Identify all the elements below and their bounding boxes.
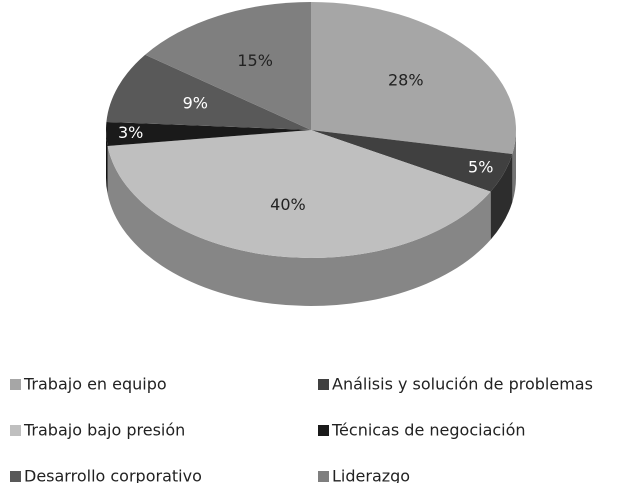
legend-label: Análisis y solución de problemas — [332, 375, 593, 394]
pie-slice-side — [107, 146, 491, 306]
pie-slice-side — [490, 153, 513, 240]
pie-slice-side — [106, 130, 108, 195]
legend-swatch — [318, 425, 329, 436]
data-label: 3% — [118, 123, 143, 142]
legend-swatch — [10, 471, 21, 482]
legend-swatch — [318, 471, 329, 482]
pie-slice — [107, 130, 491, 258]
pie-slice — [106, 54, 312, 130]
pie-slice — [311, 2, 516, 154]
data-label: 40% — [270, 195, 306, 214]
legend-label: Trabajo bajo presión — [23, 421, 185, 440]
pie-slice-side — [512, 130, 516, 202]
legend-swatch — [10, 425, 21, 436]
data-label: 15% — [237, 51, 273, 70]
legend-label: Liderazgo — [332, 467, 410, 483]
data-label: 5% — [468, 158, 493, 177]
legend-swatch — [318, 379, 329, 390]
pie-slice — [311, 130, 513, 192]
pie-slice — [106, 121, 311, 147]
legend-label: Técnicas de negociación — [331, 421, 526, 440]
legend-label: Trabajo en equipo — [23, 375, 167, 394]
data-label: 28% — [388, 71, 424, 90]
legend-label: Desarrollo corporativo — [24, 467, 202, 483]
pie-slice — [145, 2, 311, 130]
data-label: 9% — [183, 93, 208, 112]
legend-swatch — [10, 379, 21, 390]
